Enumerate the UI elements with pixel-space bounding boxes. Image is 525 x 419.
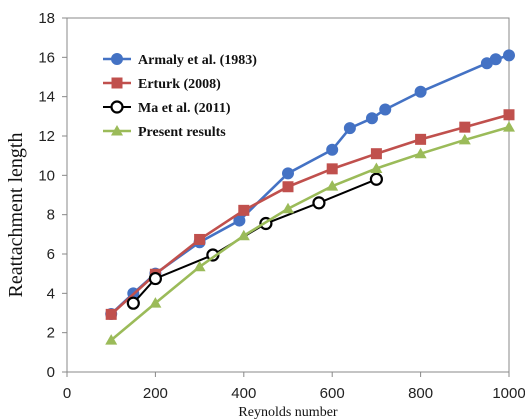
- ma-et-al-2011-line: [132, 178, 377, 304]
- present-results-point: [282, 202, 294, 214]
- present-results-point: [237, 229, 250, 241]
- present-results-line: [110, 125, 510, 342]
- ma-et-al-2011-point: [148, 271, 162, 286]
- legend-item-erturk-2008: Erturk (2008): [103, 77, 221, 92]
- series-present-results: [105, 121, 515, 345]
- x-tick-label: 400: [231, 385, 256, 402]
- armaly-et-al-1983-point: [503, 49, 515, 62]
- present-results-point: [193, 260, 206, 272]
- armaly-et-al-1983-point: [365, 112, 378, 125]
- erturk-2008-point: [194, 233, 206, 245]
- armaly-et-al-1983-point: [343, 122, 356, 135]
- erturk-2008-point: [459, 121, 471, 133]
- legend-label: Armaly et al. (1983): [138, 53, 257, 68]
- legend-label: Present results: [138, 125, 226, 140]
- erturk-2008-point: [105, 308, 117, 320]
- plot-area-border: [66, 17, 510, 373]
- y-tick-label: 12: [38, 128, 55, 145]
- erturk-2008-point: [326, 163, 338, 175]
- y-axis-label: Reattachment length: [5, 133, 27, 298]
- y-tick-label: 8: [47, 207, 55, 224]
- y-axis-ticks: 0 2 4 6 8 10 12 14 16 18: [38, 10, 67, 381]
- x-axis-label: Reynolds number: [238, 405, 337, 419]
- series-ma-et-al-2011: [126, 172, 383, 310]
- present-results-point: [326, 180, 339, 191]
- y-tick-label: 16: [38, 49, 55, 66]
- x-tick-label: 1000: [492, 385, 525, 402]
- armaly-et-al-1983-point: [379, 103, 392, 116]
- legend-item-ma-et-al-2011: Ma et al. (2011): [103, 100, 231, 116]
- plot-frame: [66, 17, 510, 373]
- legend-ma-et-al-2011-point: [110, 100, 124, 114]
- y-tick-label: 18: [38, 10, 55, 27]
- x-tick-label: 800: [408, 385, 433, 402]
- armaly-et-al-1983-point: [489, 53, 502, 66]
- ma-et-al-2011-point: [126, 296, 140, 310]
- erturk-2008-point: [238, 204, 250, 216]
- series-erturk-2008: [105, 109, 515, 320]
- erturk-2008-point: [415, 133, 427, 145]
- legend-label: Ma et al. (2011): [138, 101, 231, 116]
- y-tick-label: 2: [47, 325, 55, 342]
- y-tick-label: 4: [47, 285, 55, 302]
- y-tick-label: 14: [38, 89, 55, 106]
- armaly-et-al-1983-line: [110, 54, 510, 315]
- present-results-point: [414, 147, 427, 159]
- legend-item-present-results: Present results: [103, 125, 226, 140]
- present-results-point: [105, 334, 118, 345]
- y-tick-label: 0: [47, 364, 55, 381]
- present-results-point: [458, 133, 471, 145]
- armaly-et-al-1983-point: [282, 167, 294, 180]
- x-tick-label: 600: [320, 385, 345, 402]
- present-results-point: [370, 162, 383, 173]
- ma-et-al-2011-point: [312, 196, 326, 210]
- x-tick-label: 200: [143, 385, 168, 402]
- y-tick-label: 6: [47, 246, 55, 263]
- legend: Armaly et al. (1983) Erturk (2008) Ma et a…: [103, 53, 257, 140]
- armaly-et-al-1983-point: [414, 85, 427, 98]
- y-tick-label: 10: [38, 167, 55, 184]
- erturk-2008-point: [370, 148, 382, 160]
- x-tick-label: 0: [63, 385, 71, 402]
- present-results-point: [503, 121, 515, 132]
- armaly-et-al-1983-point: [326, 143, 339, 156]
- legend-label: Erturk (2008): [138, 77, 221, 92]
- erturk-2008-point: [282, 181, 294, 193]
- series-layer: [105, 49, 515, 345]
- ma-et-al-2011-point: [369, 172, 383, 186]
- erturk-2008-point: [503, 109, 515, 121]
- erturk-2008-line: [110, 113, 510, 316]
- present-results-point: [149, 297, 162, 308]
- legend-armaly-et-al-1983-point: [111, 53, 123, 65]
- legend-present-results-point: [111, 125, 123, 136]
- legend-erturk-2008-point: [111, 77, 123, 89]
- x-axis-ticks: 0 200 400 600 800 1000: [63, 372, 525, 402]
- legend-item-armaly-et-al-1983: Armaly et al. (1983): [103, 53, 257, 68]
